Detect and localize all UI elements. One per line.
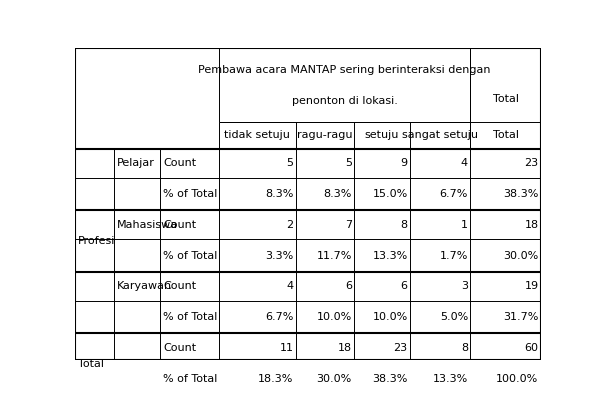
Text: 8.3%: 8.3% [323,189,352,199]
Text: 5: 5 [287,158,294,168]
Text: 30.0%: 30.0% [503,250,538,261]
Text: sangat setuju: sangat setuju [402,130,478,140]
Text: 38.3%: 38.3% [372,374,407,384]
Text: 6: 6 [401,282,407,291]
Text: 9: 9 [400,158,407,168]
Text: 4: 4 [287,282,294,291]
Text: 2: 2 [287,220,294,230]
Text: 7: 7 [345,220,352,230]
Text: 13.3%: 13.3% [373,250,407,261]
Text: 6.7%: 6.7% [265,312,294,322]
Text: 4: 4 [461,158,468,168]
Text: 10.0%: 10.0% [373,312,407,322]
Text: 6: 6 [345,282,352,291]
Text: 3.3%: 3.3% [266,250,294,261]
Text: 18.3%: 18.3% [258,374,294,384]
Text: 8: 8 [461,343,468,353]
Text: Mahasiswa: Mahasiswa [117,220,178,230]
Text: 6.7%: 6.7% [440,189,468,199]
Text: 11: 11 [279,343,294,353]
Text: penonton di lokasi.: penonton di lokasi. [291,96,397,106]
Text: % of Total: % of Total [163,250,218,261]
Text: 60: 60 [525,343,538,353]
Text: 31.7%: 31.7% [503,312,538,322]
Text: 1: 1 [461,220,468,230]
Text: 11.7%: 11.7% [316,250,352,261]
Text: 8.3%: 8.3% [265,189,294,199]
Text: % of Total: % of Total [163,374,218,384]
Text: ragu-ragu: ragu-ragu [297,130,353,140]
Text: setuju: setuju [365,130,399,140]
Text: 100.0%: 100.0% [496,374,538,384]
Text: % of Total: % of Total [163,189,218,199]
Text: 1.7%: 1.7% [440,250,468,261]
Text: 3: 3 [461,282,468,291]
Text: 30.0%: 30.0% [317,374,352,384]
Text: Total: Total [78,359,104,369]
Text: 10.0%: 10.0% [317,312,352,322]
Text: 13.3%: 13.3% [433,374,468,384]
Text: Count: Count [163,158,197,168]
Text: Pembawa acara MANTAP sering berinteraksi dengan: Pembawa acara MANTAP sering berinteraksi… [198,65,490,75]
Text: tidak setuju: tidak setuju [224,130,290,140]
Text: Total: Total [493,130,519,140]
Text: Count: Count [163,343,197,353]
Text: 19: 19 [525,282,538,291]
Text: 38.3%: 38.3% [503,189,538,199]
Text: 8: 8 [400,220,407,230]
Text: 23: 23 [394,343,407,353]
Text: Pelajar: Pelajar [117,158,155,168]
Text: 5: 5 [345,158,352,168]
Text: Karyawan: Karyawan [117,282,172,291]
Text: Profesi: Profesi [78,236,115,246]
Text: Count: Count [163,282,197,291]
Text: 23: 23 [525,158,538,168]
Text: 18: 18 [525,220,538,230]
Text: 18: 18 [338,343,352,353]
Text: 5.0%: 5.0% [440,312,468,322]
Text: % of Total: % of Total [163,312,218,322]
Text: Count: Count [163,220,197,230]
Text: 15.0%: 15.0% [373,189,407,199]
Text: Total: Total [493,94,519,103]
